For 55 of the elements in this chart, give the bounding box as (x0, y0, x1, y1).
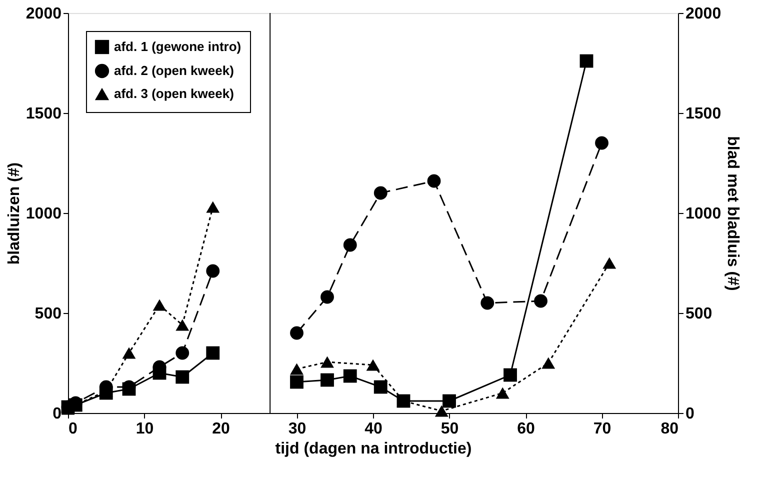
y2-tick-label: 1000 (686, 206, 722, 222)
x-tick-label: 20 (212, 420, 230, 438)
x-tick-label: 50 (440, 420, 459, 438)
point (343, 238, 357, 252)
point (542, 357, 556, 369)
point (176, 346, 190, 360)
legend-label: afd. 3 (open kweek) (114, 86, 234, 101)
x-tick-label: 40 (364, 420, 382, 438)
x-tick-label: 30 (288, 420, 306, 438)
y2-tick-label: 0 (686, 406, 694, 422)
point (320, 356, 334, 368)
point (320, 290, 334, 304)
point (152, 299, 166, 311)
x-tick-label: 70 (593, 420, 612, 438)
point (504, 368, 517, 382)
legend-label: afd. 1 (gewone intro) (114, 39, 242, 54)
point (343, 369, 357, 383)
point (427, 174, 441, 188)
y-tick-label: 0 (52, 406, 62, 422)
point (290, 375, 304, 389)
y-tick-label: 500 (34, 306, 62, 322)
point (442, 394, 456, 408)
y-tick-label: 2000 (26, 6, 62, 22)
point (122, 347, 136, 359)
point (320, 373, 334, 387)
point (366, 359, 380, 371)
point (602, 257, 616, 269)
y2-tick-label: 500 (686, 306, 712, 322)
y2-tick-label: 1500 (686, 106, 722, 122)
point (290, 363, 304, 375)
point (480, 296, 494, 310)
point (534, 294, 548, 308)
point (434, 405, 448, 417)
point (206, 201, 220, 213)
y2-axis-title: blad met bladluis (#) (724, 136, 742, 291)
x-tick-label: 60 (517, 420, 535, 438)
point (290, 326, 304, 340)
point (374, 186, 388, 200)
y-axis-title: bladluizen (#) (6, 162, 23, 265)
x-tick-label: 80 (660, 420, 679, 438)
point (206, 346, 220, 360)
x-axis-title: tijd (dagen na introductie) (275, 440, 472, 458)
point (374, 380, 388, 394)
y2-tick-label: 2000 (686, 6, 722, 22)
x-tick-label: 10 (136, 420, 154, 438)
y-tick-label: 1500 (26, 106, 62, 122)
point (176, 370, 190, 384)
point (595, 136, 608, 150)
x-tick-label: 0 (68, 420, 78, 438)
point (496, 387, 510, 399)
point (580, 54, 594, 68)
legend-label: afd. 2 (open kweek) (114, 63, 234, 78)
point (206, 264, 220, 278)
y-tick-label: 1000 (26, 206, 62, 222)
point (176, 319, 190, 331)
